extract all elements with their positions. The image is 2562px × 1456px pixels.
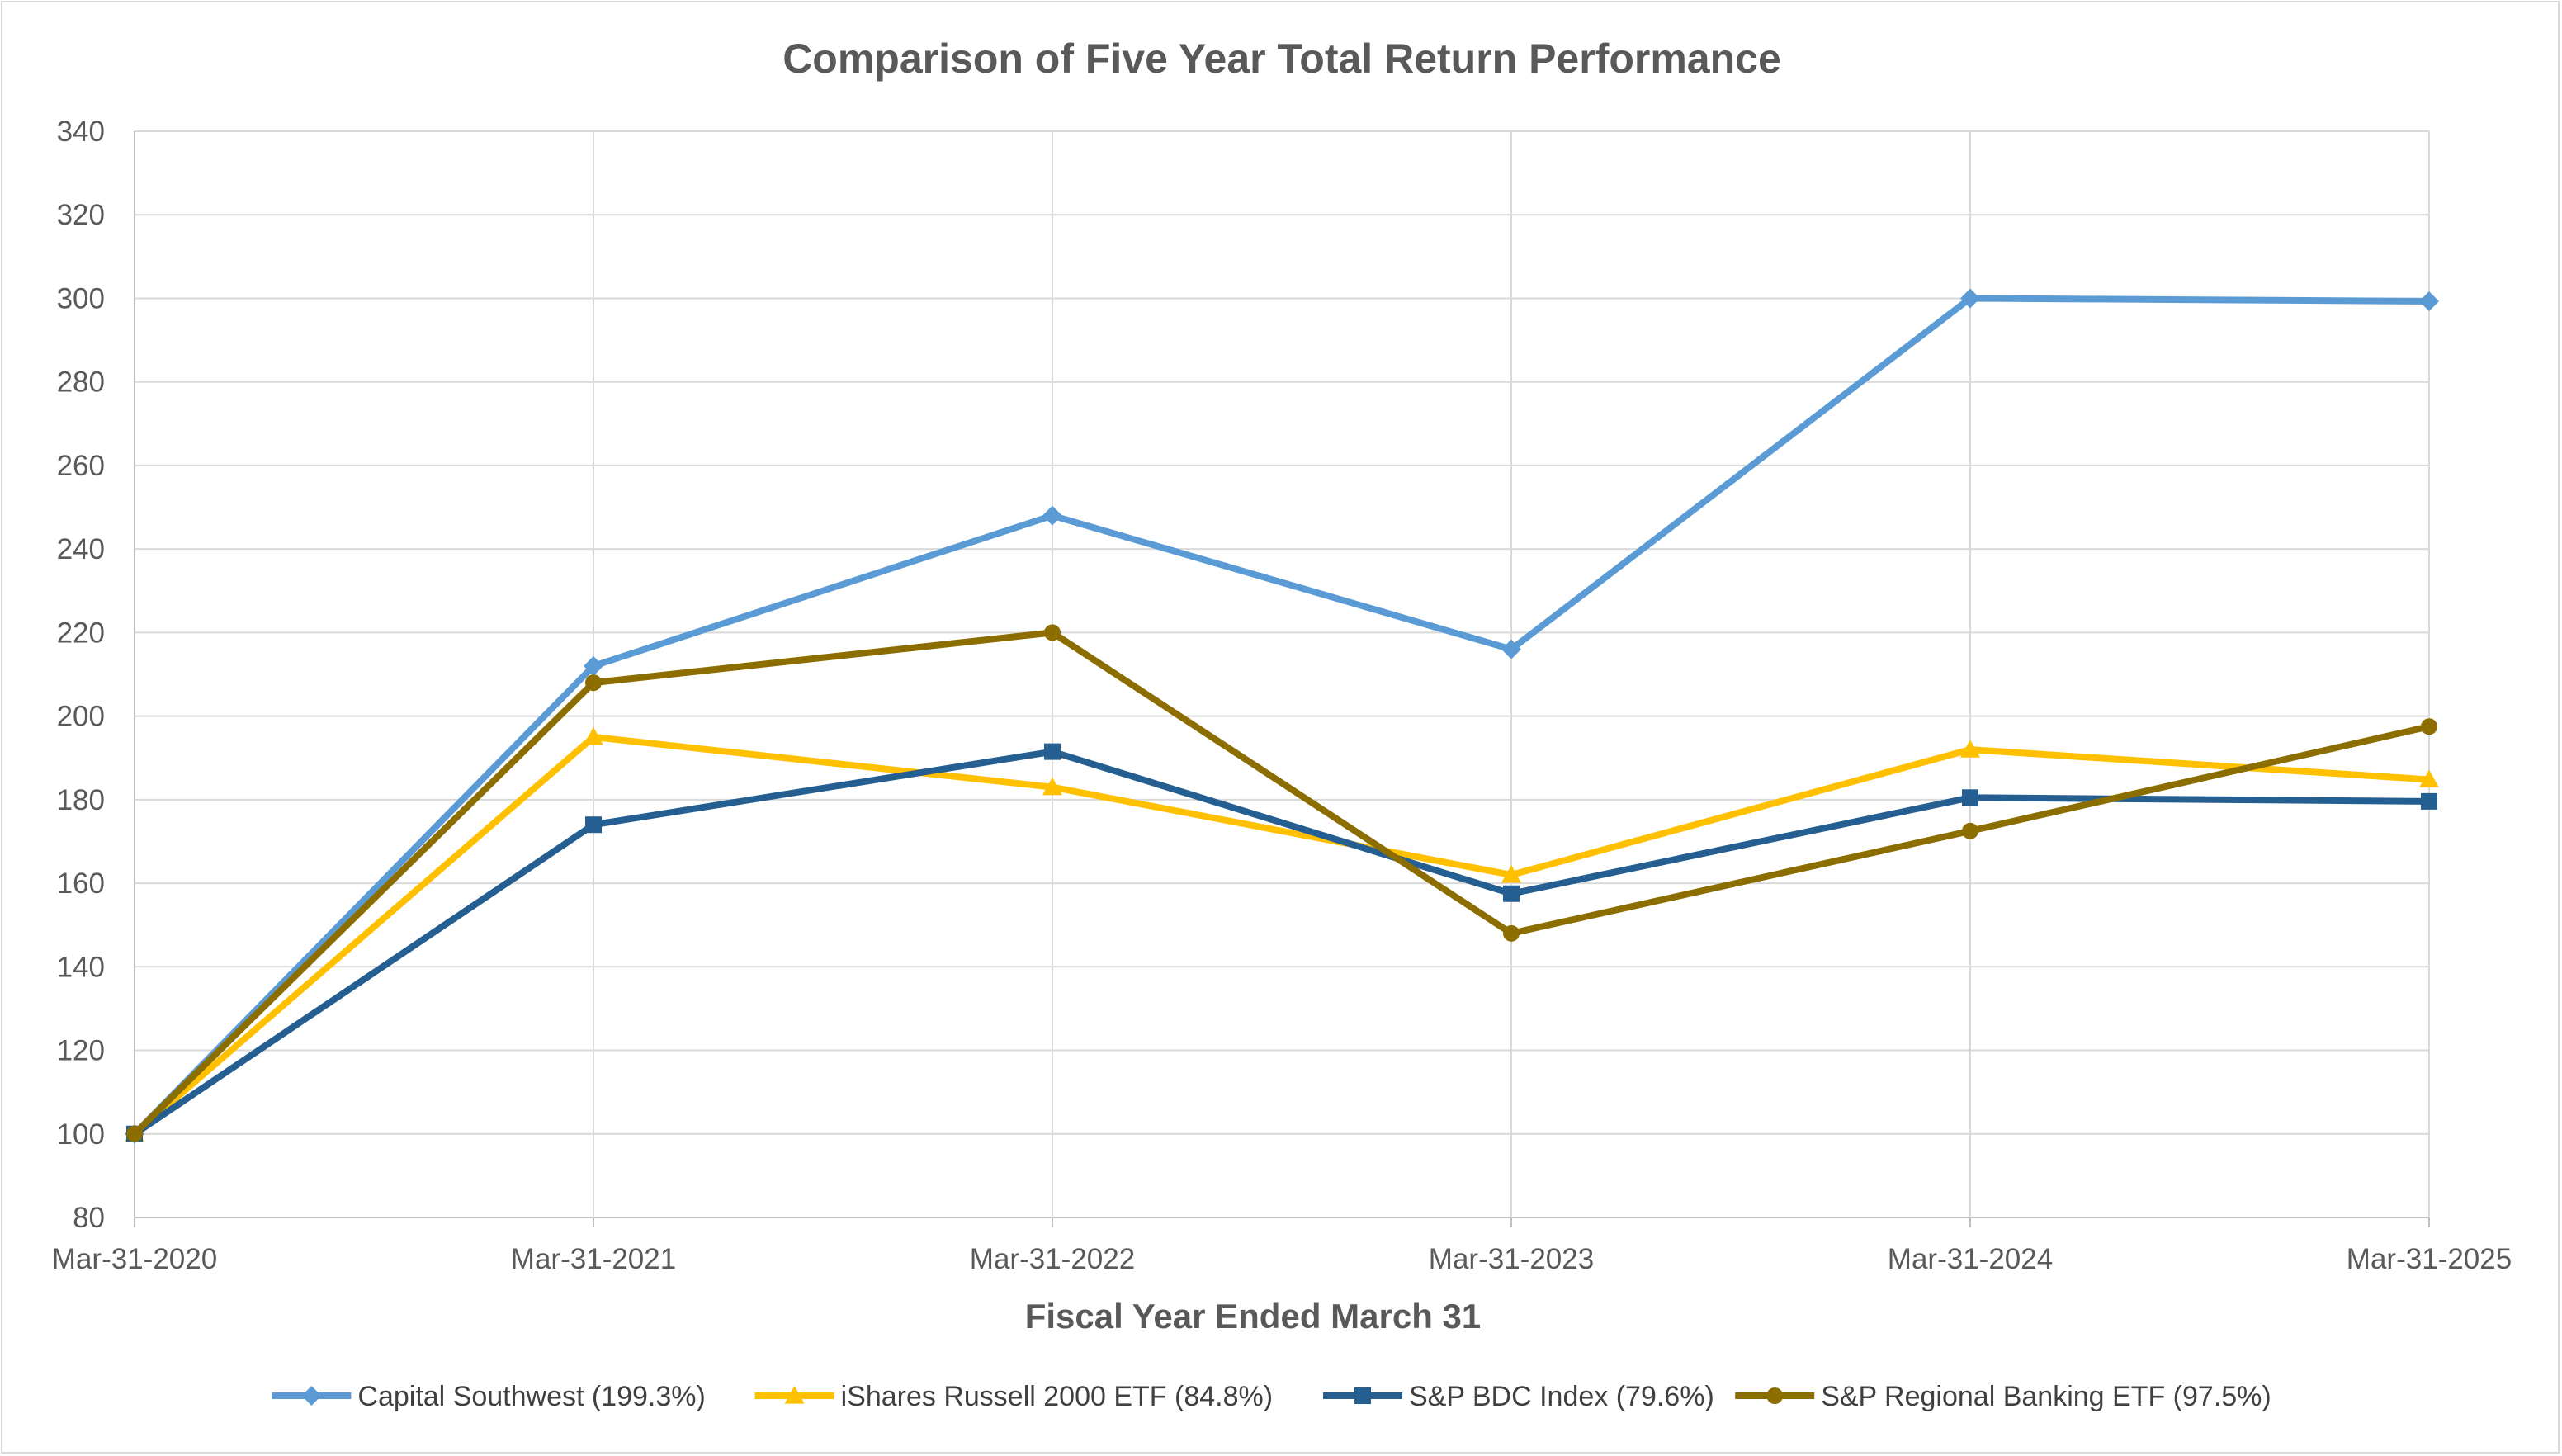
legend-item: S&P BDC Index (79.6%) [1323,1381,1714,1412]
series-line [131,748,2432,1137]
data-point [1503,885,1520,902]
legend-marker [784,1386,805,1404]
x-axis-label: Fiscal Year Ended March 31 [1025,1297,1482,1335]
chart-title: Comparison of Five Year Total Return Per… [782,35,1781,82]
data-point [1042,505,1062,526]
y-tick-label: 100 [57,1118,105,1151]
data-point [1501,639,1521,659]
legend-label: Capital Southwest (199.3%) [357,1381,705,1412]
data-point [1042,777,1062,796]
legend-label: S&P BDC Index (79.6%) [1409,1381,1714,1412]
data-point [1501,864,1521,883]
data-point [584,655,603,676]
legend-label: S&P Regional Banking ETF (97.5%) [1821,1381,2271,1412]
legend-marker [1354,1387,1371,1404]
data-point [2419,291,2439,312]
data-point [585,816,602,834]
series-line [131,295,2432,1137]
data-point [2419,769,2439,788]
series-4 [126,624,2437,1142]
data-point [1962,789,1978,806]
legend-item: Capital Southwest (199.3%) [272,1381,706,1412]
x-tick-label: Mar-31-2023 [1429,1243,1594,1275]
data-point [584,726,603,745]
y-tick-label: 180 [57,784,105,816]
y-tick-label: 200 [57,701,105,733]
x-tick-label: Mar-31-2025 [2347,1243,2512,1275]
data-point [1960,740,1980,758]
data-point [2421,718,2437,735]
legend-marker [1766,1387,1784,1404]
y-tick-label: 260 [57,450,105,482]
x-tick-label: Mar-31-2020 [52,1243,217,1275]
data-point [1044,624,1061,641]
data-point [1503,924,1520,942]
y-axis-ticks: 80 100 120 140 160 180 200 220 240 260 280 300 320 34… [57,116,105,1234]
data-point [126,1125,143,1142]
x-axis-ticks: Mar-31-2020 Mar-31-2021 Mar-31-2022 Mar-31-… [52,1243,2512,1275]
x-tick-label: Mar-31-2024 [1888,1243,2053,1275]
legend-marker [301,1386,322,1406]
y-tick-label: 220 [57,617,105,649]
y-tick-label: 280 [57,366,105,399]
y-tick-label: 140 [57,951,105,983]
series-layer [125,288,2439,1144]
y-tick-label: 300 [57,282,105,314]
y-tick-label: 120 [57,1035,105,1067]
legend-label: iShares Russell 2000 ETF (84.8%) [841,1381,1273,1412]
grid-layer [134,130,2430,1227]
legend-item: iShares Russell 2000 ETF (84.8%) [754,1381,1273,1412]
series-line [131,629,2432,1137]
data-point [1960,288,1980,309]
legend-item: S&P Regional Banking ETF (97.5%) [1735,1381,2271,1412]
series-1 [125,288,2439,1144]
legend: Capital Southwest (199.3%) iShares Russel… [272,1381,2271,1412]
y-tick-label: 240 [57,533,105,565]
y-tick-label: 340 [57,116,105,148]
data-point [1962,822,1978,839]
data-point [1044,743,1061,760]
y-tick-label: 320 [57,199,105,231]
y-tick-label: 80 [73,1202,105,1234]
data-point [2421,792,2437,810]
data-point [585,674,602,692]
x-tick-label: Mar-31-2022 [970,1243,1135,1275]
x-tick-label: Mar-31-2021 [511,1243,676,1275]
series-line [131,733,2432,1137]
y-tick-label: 160 [57,867,105,900]
